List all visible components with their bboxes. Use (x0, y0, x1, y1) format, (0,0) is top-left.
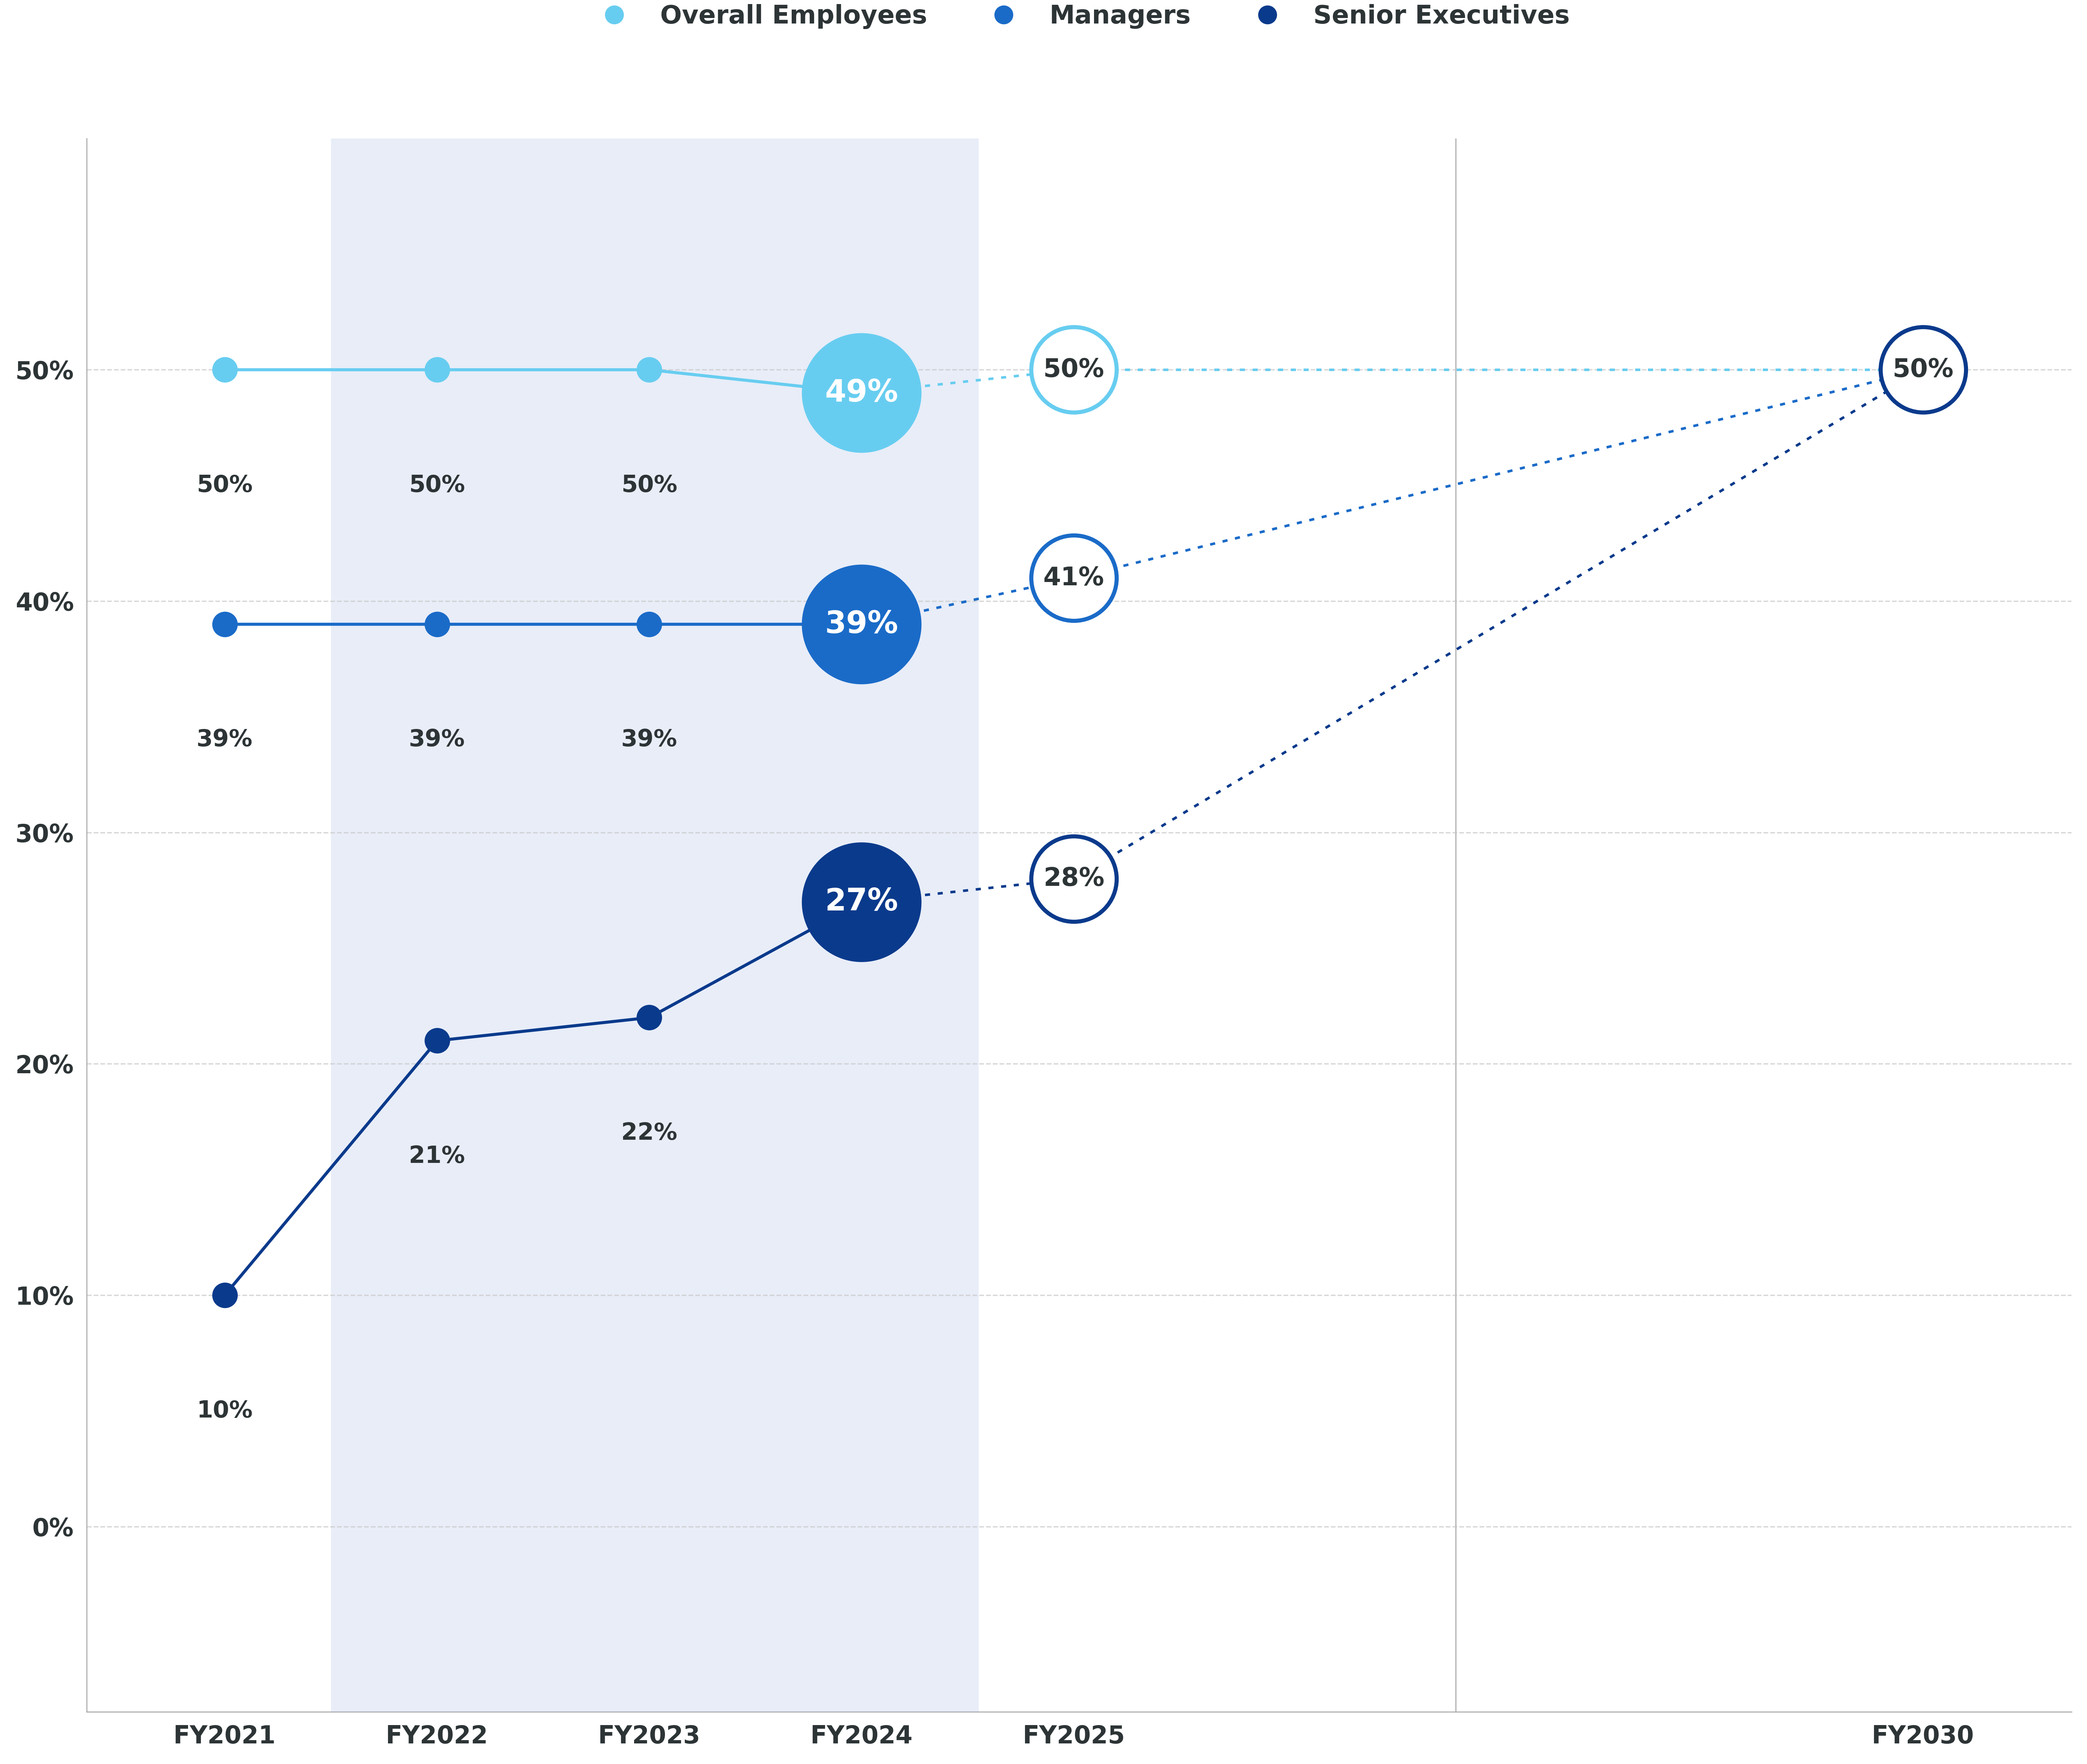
Text: 21%: 21% (409, 1145, 465, 1168)
Point (419, 610, 453, 639)
Point (845, 379, 879, 407)
Legend: Overall Employees, Managers, Senior Executives: Overall Employees, Managers, Senior Exec… (578, 0, 1580, 39)
Text: 41%: 41% (1044, 566, 1104, 591)
Point (419, 1027, 453, 1055)
Point (1058, 564, 1092, 593)
Text: 39%: 39% (622, 729, 678, 751)
Text: 50%: 50% (622, 475, 678, 497)
Point (632, 1004, 666, 1032)
Text: 10%: 10% (196, 1399, 253, 1422)
Point (209, 610, 242, 639)
Text: 39%: 39% (196, 729, 253, 751)
Point (1905, 356, 1939, 385)
Point (209, 1281, 242, 1309)
Text: 27%: 27% (824, 887, 897, 917)
Point (1058, 864, 1092, 893)
Point (1058, 356, 1092, 385)
Bar (332, 138, 979, 1711)
Text: 50%: 50% (1044, 358, 1104, 383)
Point (632, 356, 666, 385)
Point (209, 356, 242, 385)
Text: 22%: 22% (622, 1122, 678, 1145)
Text: 49%: 49% (824, 377, 897, 407)
Text: 39%: 39% (409, 729, 465, 751)
Point (845, 610, 879, 639)
Text: 39%: 39% (824, 609, 897, 639)
Text: 28%: 28% (1044, 866, 1104, 891)
Point (632, 610, 666, 639)
Text: 50%: 50% (1893, 358, 1953, 383)
Text: 50%: 50% (196, 475, 253, 497)
Text: 50%: 50% (409, 475, 465, 497)
Point (419, 356, 453, 385)
Point (845, 887, 879, 916)
